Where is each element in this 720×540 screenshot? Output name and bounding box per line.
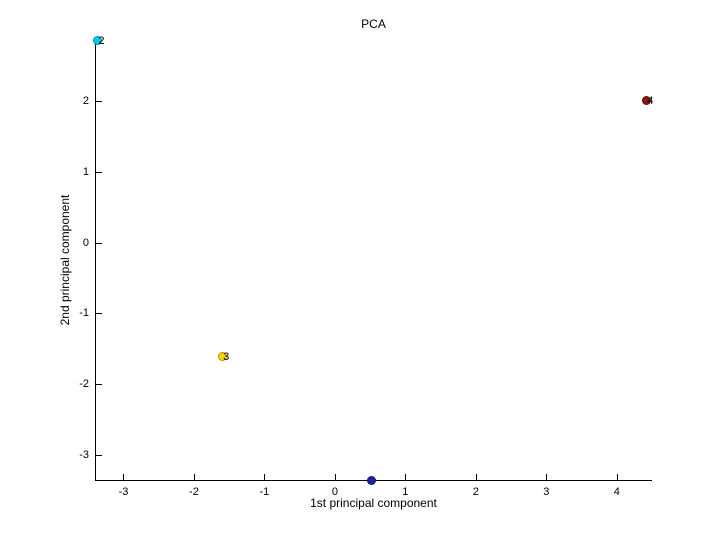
scatter-point: [367, 475, 377, 485]
y-tick-label: -3: [79, 449, 89, 462]
plot-area: -3 -2 -1 0 1 2 3 4 -3 -2 -1 0 1 2 2 3 4: [79, 35, 654, 498]
x-tick-mark: [546, 474, 548, 480]
y-tick-mark: [96, 171, 102, 173]
x-tick-mark: [334, 474, 336, 480]
y-tick-mark: [96, 242, 102, 244]
x-tick-label: -2: [189, 486, 199, 498]
y-tick-label: 1: [82, 165, 89, 178]
y-tick-mark: [96, 100, 102, 102]
x-tick-label: 2: [472, 486, 479, 498]
plot-inner: -3 -2 -1 0 1 2 3 4 -3 -2 -1 0 1 2 2 3 4: [79, 35, 654, 498]
chart-title: PCA: [361, 17, 386, 31]
y-axis-label: 2nd principal component: [58, 194, 72, 326]
y-tick-mark: [96, 455, 102, 457]
x-tick-label: 3: [543, 486, 550, 498]
point-label: 3: [223, 350, 230, 363]
point-label: 4: [647, 94, 654, 107]
point-label: 2: [98, 34, 105, 47]
y-tick-mark: [96, 384, 102, 386]
y-tick-mark: [96, 313, 102, 315]
x-tick-label: -1: [259, 486, 270, 498]
scatter-point: [641, 96, 651, 106]
x-tick-mark: [616, 474, 618, 480]
y-tick-label: 2: [82, 94, 89, 107]
y-tick-label: -1: [79, 307, 89, 320]
scatter-point: [217, 352, 227, 362]
x-tick-label: 0: [331, 486, 338, 498]
x-tick-label: 1: [402, 486, 409, 498]
scatter-point: [92, 36, 102, 46]
x-axis-label: 1st principal component: [310, 496, 437, 510]
x-tick-mark: [193, 474, 195, 480]
y-tick-label: 0: [82, 236, 89, 249]
y-tick-label: -2: [79, 378, 89, 391]
x-tick-label: -3: [118, 486, 129, 498]
x-tick-mark: [475, 474, 477, 480]
x-tick-mark: [264, 474, 266, 480]
x-tick-label: 4: [613, 486, 620, 498]
x-tick-mark: [123, 474, 125, 480]
x-tick-mark: [405, 474, 407, 480]
